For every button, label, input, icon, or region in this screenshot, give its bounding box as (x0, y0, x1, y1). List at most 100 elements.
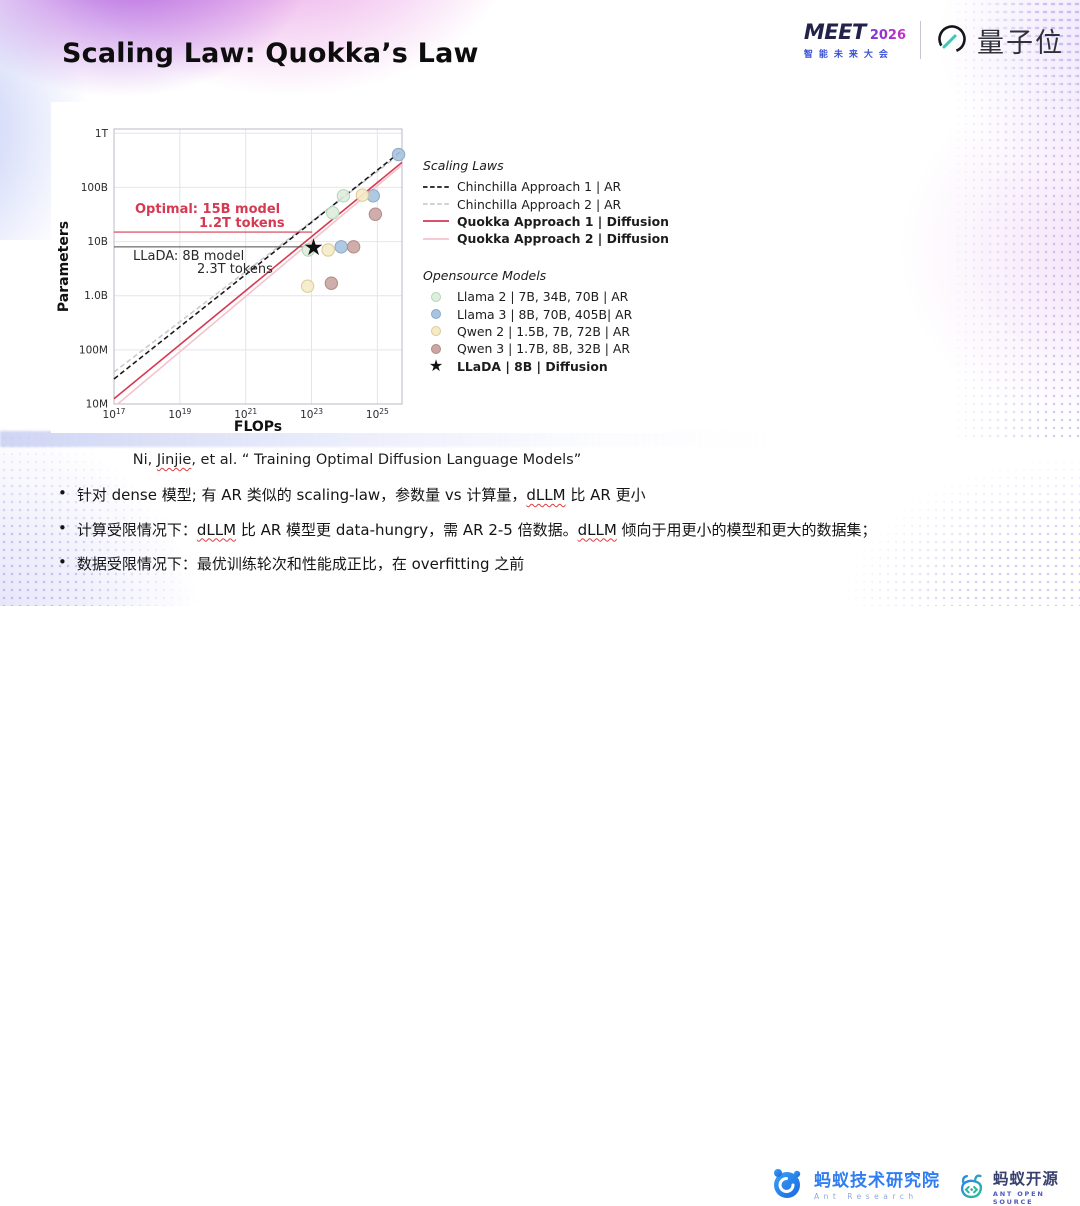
qbitai-logo: 量子位 (935, 21, 1064, 60)
legend-item-label: Qwen 3 | 1.7B, 8B, 32B | AR (457, 341, 630, 357)
legend-item-model: Qwen 2 | 1.5B, 7B, 72B | AR (423, 323, 632, 340)
legend-item-label: Chinchilla Approach 1 | AR (457, 179, 622, 195)
dashed-line-sample (423, 185, 449, 188)
scatter-point (334, 240, 348, 254)
legend-models-title: Opensource Models (423, 268, 547, 283)
ant-open-source-subtitle: ANT OPEN SOURCE (992, 1190, 1045, 1206)
x-axis-label: FLOPs (234, 419, 282, 433)
optimal-annotation: 1.2T tokens (199, 216, 285, 231)
scatter-point (391, 147, 406, 162)
citation-wavy-word: Jinjie (156, 452, 192, 468)
background-band (0, 431, 780, 447)
scatter-point (346, 240, 361, 254)
x-tick-label: 1017 (103, 407, 126, 421)
scaling-law-line (113, 151, 403, 373)
legend-item-star: ★ LLaDA | 8B | Diffusion (423, 358, 632, 375)
meet-2026-logo: MEET 2026 智能未来大会 (804, 20, 906, 60)
llada-annotation: 2.3T tokens (197, 262, 273, 277)
page-title: Scaling Law: Quokka’s Law (62, 38, 479, 69)
ant-research-title: 蚂蚁技术研究院 (814, 1170, 940, 1191)
ant-research-subtitle: Ant Research (814, 1191, 918, 1201)
bullet-text: 针对 dense 模型; 有 AR 类似的 scaling-law，参数量 vs… (76, 486, 646, 504)
solid-line-sample (423, 237, 449, 240)
bullet-marker: • (58, 484, 67, 502)
plot-frame (113, 128, 403, 405)
meet-brand-text: MEET (803, 20, 866, 44)
bullet-item: • 针对 dense 模型; 有 AR 类似的 scaling-law，参数量 v… (58, 484, 1058, 505)
citation-pre: Ni, (132, 452, 157, 468)
model-dot-icon (431, 309, 441, 320)
legend-item-model: Llama 2 | 7B, 34B, 70B | AR (423, 288, 632, 305)
scaling-law-line (113, 149, 403, 380)
ant-open-source-title: 蚂蚁开源 (992, 1170, 1059, 1188)
ant-open-source-logo: 蚂蚁开源 ANT OPEN SOURCE (956, 1167, 1080, 1206)
header-logos: MEET 2026 智能未来大会 量子位 (804, 20, 1064, 60)
y-tick-label: 10B (87, 236, 108, 248)
legend-item-label: Quokka Approach 1 | Diffusion (457, 213, 669, 229)
qbitai-q-icon (938, 25, 966, 53)
x-tick-label: 1023 (300, 407, 323, 421)
y-tick-label: 100B (81, 182, 108, 194)
legend-item-label: Llama 2 | 7B, 34B, 70B | AR (457, 289, 629, 305)
star-icon: ★ (428, 356, 444, 376)
bullet-marker: • (58, 553, 67, 571)
y-tick-label: 1.0B (84, 290, 108, 302)
scaling-law-figure: ★ Optimal: 15B model 1.2T tokens LLaDA: 8B … (51, 102, 669, 433)
bullet-item: • 数据受限情况下：最优训练轮次和性能成正比，在 overfitting 之前 (58, 553, 1058, 574)
scatter-point (368, 207, 383, 221)
scatter-point (324, 276, 339, 290)
scatter-point (301, 243, 316, 257)
legend-item-line: Chinchilla Approach 2 | AR (423, 195, 669, 212)
scatter-point (355, 188, 370, 202)
legend-scaling-items: Chinchilla Approach 1 | AR Chinchilla App… (423, 178, 669, 248)
halftone-dots-right (930, 0, 1080, 440)
meet-subtitle: 智能未来大会 (803, 50, 894, 60)
bullet-text: 计算受限情况下：dLLM 比 AR 模型更 data-hungry，需 AR 2… (76, 520, 877, 539)
legend-item-label: Quokka Approach 2 | Diffusion (457, 231, 669, 247)
legend-opensource-models: Opensource Models Llama 2 | 7B, 34B, 70B… (423, 268, 632, 375)
dashed-line-sample (423, 203, 449, 205)
scaling-law-line (117, 164, 403, 405)
scatter-point (326, 206, 340, 220)
meet-year-text: 2026 (869, 28, 906, 43)
legend-item-line: Quokka Approach 1 | Diffusion (423, 213, 669, 230)
legend-item-line: Chinchilla Approach 1 | AR (423, 178, 669, 195)
legend-item-line: Quokka Approach 2 | Diffusion (423, 230, 669, 247)
model-dot-icon (431, 291, 441, 302)
scatter-point (336, 189, 351, 203)
citation: Ni, Jinjie, et al. “ Training Optimal Di… (51, 452, 663, 468)
scaling-law-line (113, 161, 403, 400)
legend-models-items: Llama 2 | 7B, 34B, 70B | AR Llama 3 | 8B,… (423, 288, 632, 375)
y-tick-label: 100M (79, 344, 108, 356)
y-tick-label: 10M (86, 399, 108, 411)
logo-divider (920, 21, 921, 59)
bullet-marker: • (58, 518, 67, 537)
legend-item-model: Llama 3 | 8B, 70B, 405B| AR (423, 305, 632, 322)
solid-line-sample (423, 220, 449, 223)
x-tick-label: 1019 (168, 407, 191, 421)
model-dot-icon (431, 326, 441, 337)
x-tick-label: 1025 (366, 407, 389, 421)
legend-item-label: Qwen 2 | 1.5B, 7B, 72B | AR (457, 323, 630, 339)
bullet-text: 数据受限情况下：最优训练轮次和性能成正比，在 overfitting 之前 (76, 555, 525, 573)
scatter-point (300, 279, 315, 293)
llada-star-icon: ★ (303, 235, 324, 261)
legend-item-model: Qwen 3 | 1.7B, 8B, 32B | AR (423, 340, 632, 357)
citation-post: , et al. “ Training Optimal Diffusion La… (191, 452, 582, 468)
ant-open-source-icon (960, 1174, 983, 1199)
legend-item-label: LLaDA | 8B | Diffusion (457, 358, 608, 374)
y-axis-label: Parameters (56, 221, 72, 312)
ant-research-icon (774, 1169, 801, 1198)
llada-annotation: LLaDA: 8B model (133, 249, 244, 264)
ant-research-logo: 蚂蚁技术研究院 Ant Research (768, 1164, 940, 1202)
model-dot-icon (431, 343, 441, 354)
bullet-list: • 针对 dense 模型; 有 AR 类似的 scaling-law，参数量 v… (58, 484, 1058, 588)
qbitai-name: 量子位 (977, 27, 1064, 59)
legend-item-label: Chinchilla Approach 2 | AR (457, 196, 622, 212)
legend-item-label: Llama 3 | 8B, 70B, 405B| AR (457, 306, 633, 322)
optimal-annotation: Optimal: 15B model (135, 202, 280, 217)
scatter-point (321, 243, 335, 257)
legend-scaling-laws: Scaling Laws Chinchilla Approach 1 | AR C… (423, 158, 669, 248)
